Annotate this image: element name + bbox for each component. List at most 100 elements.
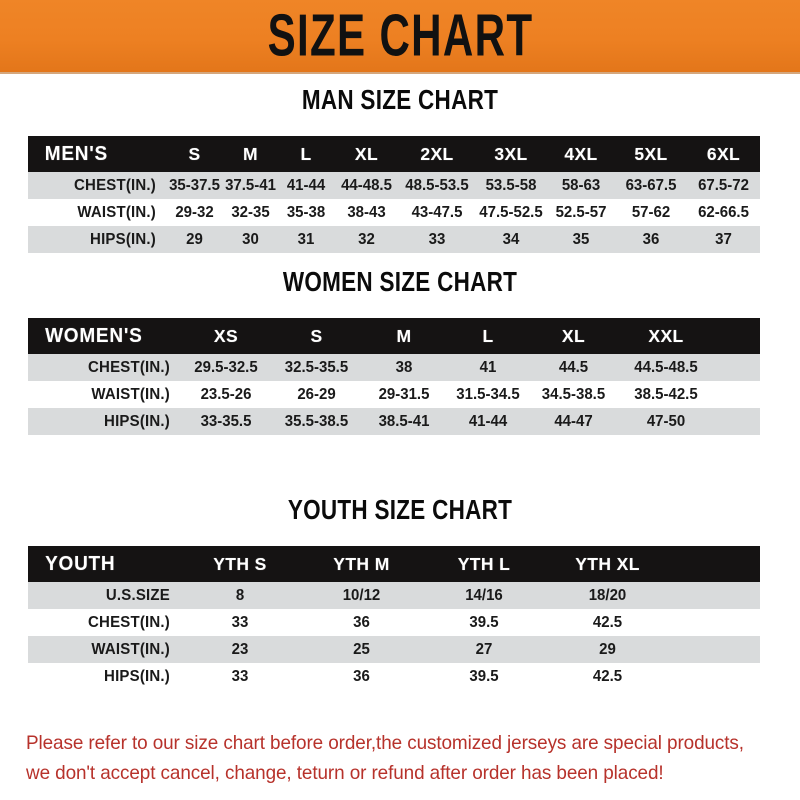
table-cell: 14/16 <box>465 586 503 605</box>
men-row-label-hips: HIPS(IN.) <box>90 230 156 249</box>
women-col-m: M <box>396 325 412 346</box>
table-cell: 35-37.5 <box>169 176 220 195</box>
table-cell: 43-47.5 <box>411 203 463 222</box>
table-row: CHEST(IN.) 29.5-32.5 32.5-35.5 38 41 44.… <box>28 354 760 381</box>
table-row: U.S.SIZE 8 10/12 14/16 18/20 <box>28 582 760 609</box>
table-cell: 38-43 <box>347 203 386 222</box>
table-cell: 57-62 <box>631 203 671 222</box>
table-row: HIPS(IN.) 33-35.5 35.5-38.5 38.5-41 41-4… <box>28 408 760 435</box>
men-col-2xl: 2XL <box>420 143 454 164</box>
table-cell: 33-35.5 <box>200 412 252 431</box>
table-cell: 39.5 <box>469 667 499 686</box>
youth-col-yth-m: YTH M <box>333 553 390 574</box>
table-cell: 44.5 <box>558 358 589 377</box>
men-col-6xl: 6XL <box>706 143 741 164</box>
table-row: CHEST(IN.) 35-37.5 37.5-41 41-44 44-48.5… <box>28 172 760 199</box>
table-cell: 67.5-72 <box>698 176 749 195</box>
men-row-label-waist: WAIST(IN.) <box>77 203 156 222</box>
table-cell: 33 <box>231 613 249 632</box>
table-cell-spacer <box>714 381 760 409</box>
women-col-s: S <box>310 325 323 346</box>
table-cell-spacer <box>670 663 760 691</box>
women-size-table: WOMEN'S XS S M L XL XXL CHEST(IN.) 29.5-… <box>28 318 760 435</box>
table-cell: 53.5-58 <box>485 176 537 195</box>
table-cell: 47-50 <box>646 412 686 431</box>
table-cell-spacer <box>714 354 760 382</box>
table-cell: 63-67.5 <box>625 176 677 195</box>
men-table-header-row: MEN'S S M L XL 2XL 3XL 4XL 5XL 6XL <box>28 136 760 172</box>
men-col-4xl: 4XL <box>564 143 598 164</box>
table-cell: 32-35 <box>231 203 270 222</box>
table-cell: 25 <box>353 640 370 659</box>
youth-col-yth-s: YTH S <box>213 553 267 574</box>
table-cell: 48.5-53.5 <box>405 176 469 195</box>
table-cell: 34.5-38.5 <box>541 385 606 404</box>
table-cell: 41-44 <box>468 412 508 431</box>
table-cell: 31.5-34.5 <box>456 385 520 404</box>
table-cell: 23 <box>231 640 249 659</box>
men-col-l: L <box>300 143 312 164</box>
men-col-5xl: 5XL <box>634 143 668 164</box>
women-col-xxl: XXL <box>648 325 684 346</box>
table-cell: 38.5-42.5 <box>634 385 698 404</box>
youth-row-label-hips: HIPS(IN.) <box>104 667 170 686</box>
table-cell: 31 <box>297 230 315 249</box>
table-cell: 47.5-52.5 <box>479 203 543 222</box>
men-row-label-chest: CHEST(IN.) <box>74 176 156 195</box>
table-row: WAIST(IN.) 23.5-26 26-29 29-31.5 31.5-34… <box>28 381 760 408</box>
order-policy-note-line-1: Please refer to our size chart before or… <box>26 732 744 754</box>
table-cell: 41-44 <box>286 176 326 195</box>
table-cell: 37 <box>715 230 732 249</box>
men-col-s: S <box>188 143 201 164</box>
table-cell: 39.5 <box>469 613 499 632</box>
women-col-xl: XL <box>561 325 586 346</box>
table-cell: 29-31.5 <box>378 385 430 404</box>
table-cell: 42.5 <box>592 667 623 686</box>
women-col-spacer <box>714 318 760 354</box>
table-cell: 8 <box>235 586 245 605</box>
youth-table-header-row: YOUTH YTH S YTH M YTH L YTH XL <box>28 546 760 582</box>
table-cell: 29-32 <box>175 203 214 222</box>
table-cell: 58-63 <box>561 176 601 195</box>
women-col-xs: XS <box>213 325 239 346</box>
table-row: HIPS(IN.) 33 36 39.5 42.5 <box>28 663 760 690</box>
men-header-lead: MEN'S <box>44 142 108 165</box>
table-cell: 38 <box>395 358 413 377</box>
table-cell: 37.5-41 <box>225 176 276 195</box>
women-header-lead: WOMEN'S <box>45 324 143 347</box>
table-cell: 10/12 <box>342 586 381 605</box>
men-col-m: M <box>243 143 258 164</box>
table-cell: 38.5-41 <box>378 412 430 431</box>
table-cell: 27 <box>475 640 493 659</box>
table-cell-spacer <box>714 408 760 436</box>
table-row: WAIST(IN.) 23 25 27 29 <box>28 636 760 663</box>
table-cell: 36 <box>353 613 370 632</box>
youth-size-table: YOUTH YTH S YTH M YTH L YTH XL U.S.SIZE … <box>28 546 760 690</box>
section-title-youth: YOUTH SIZE CHART <box>287 494 513 526</box>
table-cell: 35.5-38.5 <box>284 412 349 431</box>
men-col-xl: XL <box>354 143 379 164</box>
youth-row-label-waist: WAIST(IN.) <box>91 640 170 659</box>
table-cell-spacer <box>670 609 760 637</box>
table-cell: 34 <box>502 230 520 249</box>
page-title: SIZE CHART <box>267 2 533 69</box>
youth-col-yth-l: YTH L <box>457 553 511 574</box>
banner-bottom-edge <box>0 72 800 74</box>
youth-col-spacer <box>670 546 760 582</box>
table-cell: 44.5-48.5 <box>634 358 698 377</box>
youth-col-yth-xl: YTH XL <box>575 553 640 574</box>
men-col-3xl: 3XL <box>494 143 528 164</box>
table-cell: 35-38 <box>286 203 326 222</box>
order-policy-note-line-2: we don't accept cancel, change, teturn o… <box>26 762 664 784</box>
section-title-man: MAN SIZE CHART <box>301 84 499 116</box>
table-cell: 29 <box>599 640 616 659</box>
table-cell: 26-29 <box>297 385 336 404</box>
table-cell: 32.5-35.5 <box>284 358 349 377</box>
table-cell: 30 <box>242 230 259 249</box>
women-row-label-chest: CHEST(IN.) <box>88 358 170 377</box>
youth-row-label-us-size: U.S.SIZE <box>105 586 170 605</box>
table-cell: 44-48.5 <box>341 176 392 195</box>
table-cell: 29.5-32.5 <box>194 358 258 377</box>
women-row-label-hips: HIPS(IN.) <box>104 412 170 431</box>
